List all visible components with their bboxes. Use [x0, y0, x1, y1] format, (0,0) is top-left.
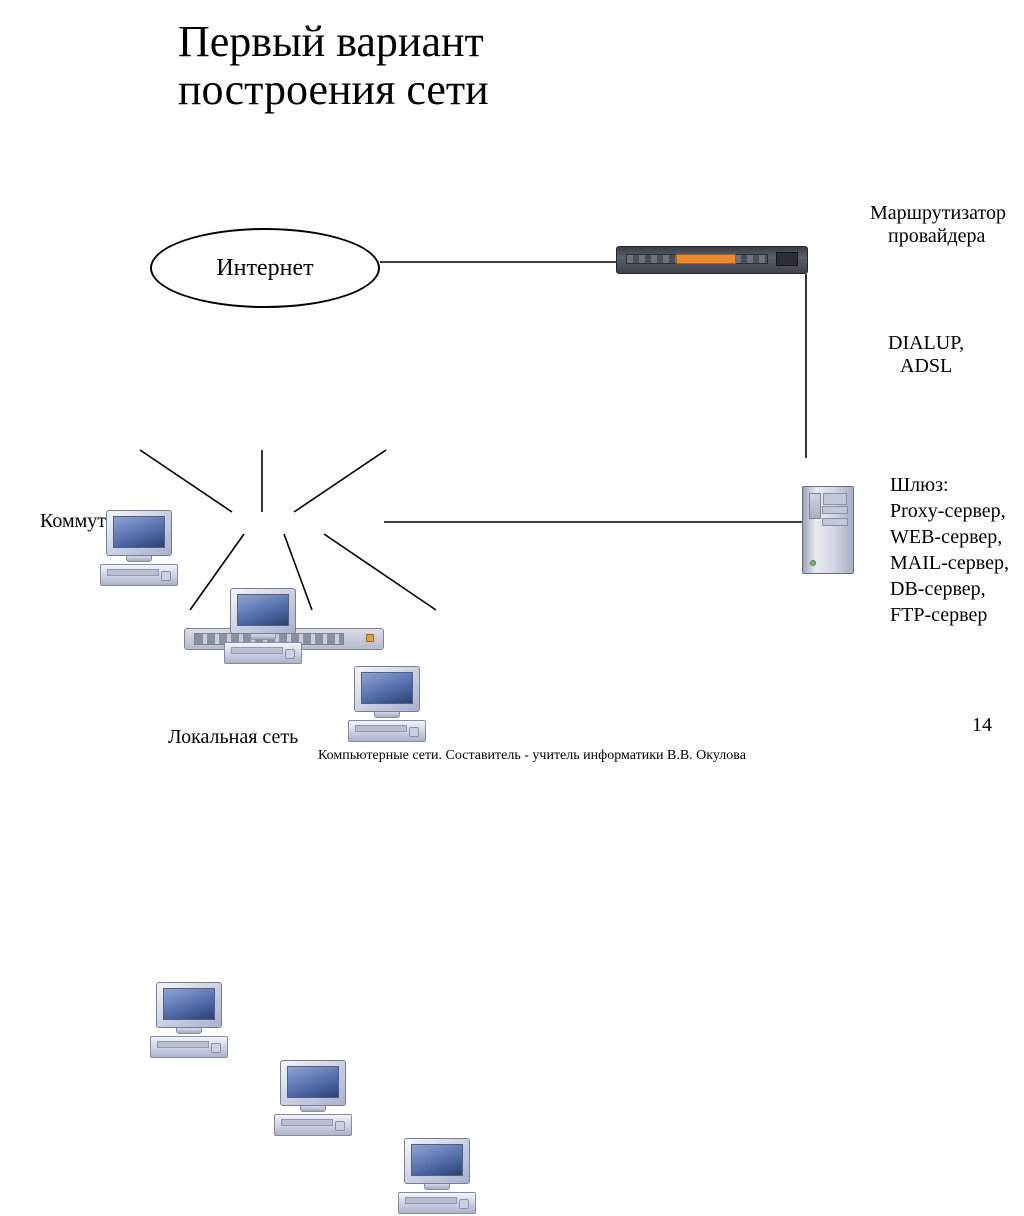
router-label-line2: провайдера [870, 225, 985, 247]
title-line1: Первый вариант [178, 17, 484, 66]
dialup-label: DIALUP, ADSL [888, 332, 964, 378]
workstation [398, 1138, 476, 1216]
gateway-line3: MAIL-сервер, [890, 552, 1009, 574]
slide: Первый вариант построения сети Интернет … [0, 0, 1024, 768]
gateway-server [802, 486, 854, 574]
edge [324, 534, 436, 610]
page-number: 14 [972, 714, 992, 737]
router-label: Маршрутизатор провайдера [870, 202, 1020, 248]
router-label-line1: Маршрутизатор [870, 202, 1006, 224]
internet-label: Интернет [216, 255, 313, 282]
dialup-line2: ADSL [888, 355, 952, 377]
gateway-line5: FTP-сервер [890, 604, 987, 626]
edge [140, 450, 232, 512]
slide-title: Первый вариант построения сети [178, 18, 489, 115]
workstation [150, 982, 228, 1060]
workstation [274, 1060, 352, 1138]
workstation [224, 588, 302, 666]
footer-credit: Компьютерные сети. Составитель - учитель… [318, 748, 746, 764]
edges-layer [0, 0, 1024, 768]
gateway-line4: DB-сервер, [890, 578, 986, 600]
gateway-line2: WEB-сервер, [890, 526, 1002, 548]
gateway-header: Шлюз: [890, 474, 949, 496]
workstation [348, 666, 426, 744]
title-line2: построения сети [178, 65, 489, 114]
lan-label: Локальная сеть [168, 726, 298, 749]
gateway-label: Шлюз: Proxy-сервер, WEB-сервер, MAIL-сер… [890, 472, 1009, 628]
gateway-line1: Proxy-сервер, [890, 500, 1006, 522]
edge [294, 450, 386, 512]
dialup-line1: DIALUP, [888, 332, 964, 354]
internet-cloud: Интернет [150, 228, 380, 308]
workstation [100, 510, 178, 588]
provider-router [616, 246, 808, 274]
